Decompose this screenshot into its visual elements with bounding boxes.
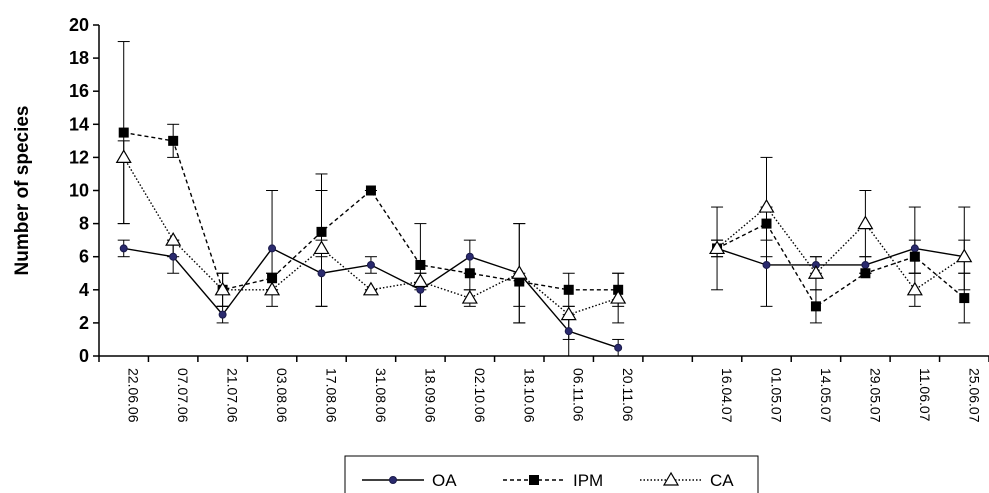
- y-ticks: 0 2 4 6 8 10 12 14 16 18 20: [69, 15, 99, 366]
- data-point-ca: [165, 231, 182, 246]
- data-point-ipm: [168, 135, 179, 146]
- series-line-ca: [716, 206, 965, 291]
- x-tick-label: 03.08.06: [274, 368, 290, 423]
- x-tick-label: 07.07.06: [175, 368, 191, 423]
- data-point-ca: [115, 149, 132, 163]
- data-point-ipm: [514, 276, 525, 287]
- y-tick-label: 4: [79, 280, 89, 300]
- y-tick-label: 20: [69, 15, 89, 35]
- legend-box: [344, 455, 759, 493]
- x-tick-label: 17.08.06: [324, 368, 340, 423]
- y-tick-label: 6: [79, 247, 89, 267]
- data-point-oa: [614, 343, 623, 352]
- series-line-ipm: [123, 131, 619, 291]
- x-tick-label: 20.11.06: [620, 368, 636, 422]
- y-axis-label: Number of species: [12, 106, 33, 276]
- series-line-oa: [716, 247, 965, 266]
- x-tick-label: 02.10.06: [472, 368, 488, 423]
- data-point-oa: [465, 252, 474, 261]
- data-point-oa: [366, 260, 375, 269]
- data-point-ipm: [563, 284, 574, 295]
- y-tick-label: 2: [79, 313, 89, 333]
- data-point-oa: [910, 244, 919, 253]
- data-point-oa: [317, 269, 326, 278]
- data-point-legend-ca: [662, 471, 680, 486]
- x-tick-label: 22.06.06: [126, 368, 142, 423]
- data-point-ca: [560, 306, 577, 321]
- data-point-ipm: [267, 273, 278, 284]
- data-point-ipm: [761, 218, 772, 229]
- y-tick-label: 0: [79, 346, 89, 366]
- x-tick-label: 11.06.07: [917, 368, 933, 422]
- y-tick-label: 8: [79, 214, 89, 234]
- data-point-ca: [758, 198, 775, 213]
- data-point-oa: [119, 244, 128, 253]
- data-point-ca: [412, 273, 429, 288]
- error-bars: [117, 41, 971, 357]
- data-point-ipm: [316, 226, 327, 237]
- data-point-ca: [362, 281, 379, 296]
- data-point-ca: [709, 240, 726, 255]
- y-tick-label: 14: [69, 114, 89, 134]
- legend: OA IPM CA: [344, 455, 759, 493]
- data-point-oa: [861, 260, 870, 269]
- x-tick-label: 21.07.06: [225, 368, 241, 423]
- data-point-ipm: [613, 284, 624, 295]
- data-point-oa: [564, 327, 573, 336]
- data-point-ipm: [810, 301, 821, 312]
- data-point-ipm: [464, 268, 475, 279]
- x-tick-label: 31.08.06: [373, 368, 389, 423]
- data-point-legend-ipm: [529, 475, 539, 485]
- data-point-oa: [762, 260, 771, 269]
- data-point-oa: [416, 285, 425, 294]
- x-tick-label: 29.05.07: [867, 368, 883, 423]
- x-tick-label: 14.05.07: [818, 368, 834, 423]
- legend-label-ipm: IPM: [573, 471, 603, 490]
- series-lines: [123, 131, 965, 349]
- data-point-ipm: [415, 259, 426, 270]
- data-point-ca: [461, 289, 478, 304]
- x-tick-label: 18.09.06: [422, 368, 438, 423]
- data-point-ca: [214, 281, 231, 296]
- data-point-ca: [857, 215, 874, 230]
- data-point-oa: [218, 310, 227, 319]
- data-point-ipm: [909, 251, 920, 262]
- legend-label-ca: CA: [710, 471, 734, 490]
- data-point-ipm: [118, 127, 129, 138]
- series-line-ipm: [716, 222, 965, 308]
- data-point-oa: [169, 252, 178, 261]
- axes: [98, 25, 989, 357]
- data-point-oa: [268, 244, 277, 253]
- data-point-ca: [313, 240, 330, 255]
- data-point-ipm: [860, 268, 871, 279]
- y-tick-label: 12: [69, 147, 89, 167]
- y-tick-label: 16: [69, 81, 89, 101]
- data-point-ca: [511, 265, 528, 279]
- y-tick-label: 10: [69, 181, 89, 201]
- data-point-ca: [807, 265, 824, 279]
- y-tick-label: 18: [69, 48, 89, 68]
- data-point-ipm: [365, 185, 376, 196]
- x-tick-label: 25.06.07: [966, 368, 982, 423]
- data-point-ipm: [959, 293, 970, 304]
- x-tick-label: 06.11.06: [571, 368, 587, 422]
- x-tick-label: 18.10.06: [521, 368, 537, 423]
- legend-label-oa: OA: [432, 471, 457, 490]
- data-point-ca: [610, 289, 627, 304]
- x-tick-label: 16.04.07: [719, 368, 735, 423]
- data-point-ca: [956, 248, 973, 263]
- data-point-ca: [906, 281, 923, 296]
- series-markers: [115, 127, 973, 352]
- x-tick-label: 01.05.07: [769, 368, 785, 423]
- x-ticks: 22.06.06 07.07.06 21.07.06 03.08.06 17.08.06…: [98, 356, 989, 423]
- data-point-legend-oa: [389, 476, 397, 484]
- data-point-ca: [264, 281, 281, 296]
